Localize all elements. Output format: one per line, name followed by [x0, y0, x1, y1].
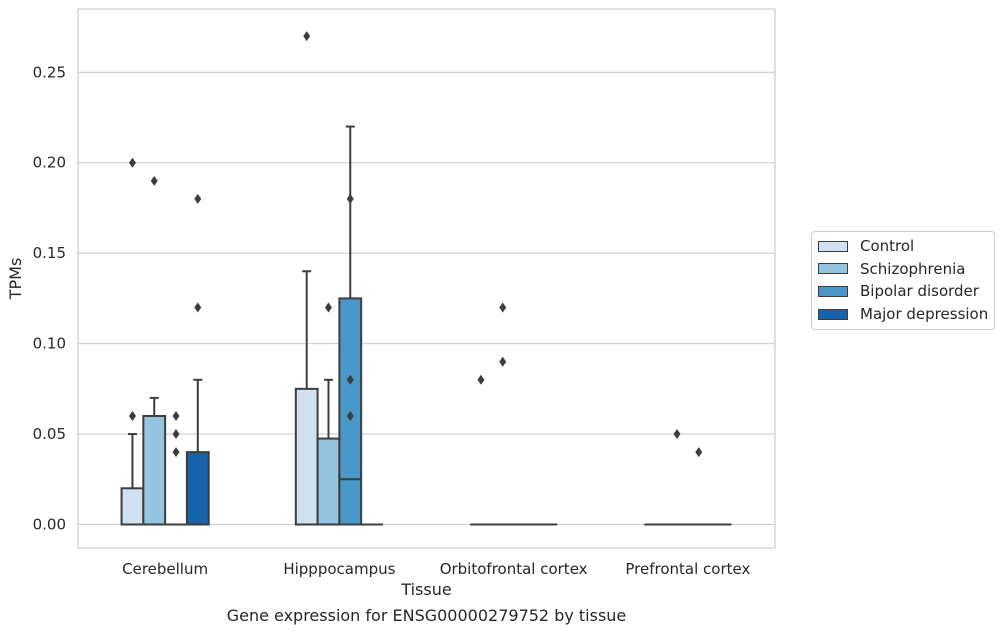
y-tick-label: 0.20 — [33, 154, 66, 172]
box-bipolar-disorder — [165, 410, 187, 526]
outlier-point — [477, 374, 485, 385]
outlier-point — [172, 410, 180, 421]
box-control — [120, 157, 145, 526]
x-tick-labels: Cerebellum Hipppocampus Orbitofrontal cort… — [122, 560, 750, 578]
y-tick-label: 0.10 — [33, 335, 66, 353]
box-schizophrenia — [666, 429, 688, 526]
outlier-point — [172, 429, 180, 440]
x-tick-label: Cerebellum — [122, 560, 208, 578]
box-body — [316, 437, 341, 526]
outlier-point — [150, 175, 158, 186]
box-body — [120, 487, 145, 526]
box-schizophrenia — [142, 175, 167, 526]
box-control — [294, 31, 319, 526]
legend-item: Major depression — [812, 303, 994, 326]
legend-swatch — [818, 308, 848, 320]
gridlines — [78, 71, 775, 526]
box-bipolar-disorder — [687, 447, 710, 526]
y-tick-labels: 0.00 0.05 0.10 0.15 0.20 0.25 — [33, 63, 66, 533]
legend-label: Major depression — [860, 305, 989, 324]
legend-item: Schizophrenia — [812, 258, 994, 281]
y-tick-label: 0.25 — [33, 63, 66, 81]
outlier-point — [128, 157, 136, 168]
y-tick-label: 0.00 — [33, 515, 66, 533]
box-schizophrenia — [316, 302, 341, 526]
x-tick-label: Orbitofrontal cortex — [440, 560, 588, 578]
box-major-depression — [185, 193, 210, 526]
outlier-point — [194, 302, 202, 313]
outlier-point — [346, 374, 354, 385]
plot-area-frame — [77, 8, 776, 549]
legend-swatch — [818, 240, 848, 252]
box-body — [294, 387, 319, 526]
y-tick-label: 0.05 — [33, 425, 66, 443]
outlier-point — [324, 302, 332, 313]
box-schizophrenia — [491, 302, 514, 526]
outlier-point — [128, 410, 136, 421]
outlier-point — [346, 410, 354, 421]
box-bipolar-disorder — [338, 125, 363, 526]
legend-label: Control — [860, 237, 915, 256]
outlier-point — [194, 193, 202, 204]
x-tick-label: Hipppocampus — [283, 560, 395, 578]
legend-swatch — [818, 263, 848, 275]
figure-caption: Gene expression for ENSG00000279752 by t… — [226, 606, 627, 625]
outlier-point — [172, 447, 180, 458]
y-tick-label: 0.15 — [33, 244, 66, 262]
y-axis-label: TPMs — [6, 258, 25, 301]
x-axis-label: Tissue — [400, 580, 451, 599]
outlier-point — [695, 447, 703, 458]
legend-label: Schizophrenia — [860, 259, 966, 278]
legend-item: Control — [812, 235, 994, 258]
outlier-point — [346, 193, 354, 204]
box-body — [142, 414, 167, 526]
outlier-point — [499, 302, 507, 313]
box-control — [470, 374, 492, 526]
legend-item: Bipolar disorder — [812, 280, 994, 303]
legend-label: Bipolar disorder — [860, 282, 979, 301]
x-tick-label: Prefrontal cortex — [625, 560, 750, 578]
outlier-point — [303, 31, 311, 42]
legend-swatch — [818, 285, 848, 297]
legend: Control Schizophrenia Bipolar disorder Majo… — [811, 231, 995, 331]
boxes — [120, 31, 732, 526]
outlier-point — [499, 356, 507, 367]
box-body — [185, 451, 210, 526]
outlier-point — [673, 429, 681, 440]
